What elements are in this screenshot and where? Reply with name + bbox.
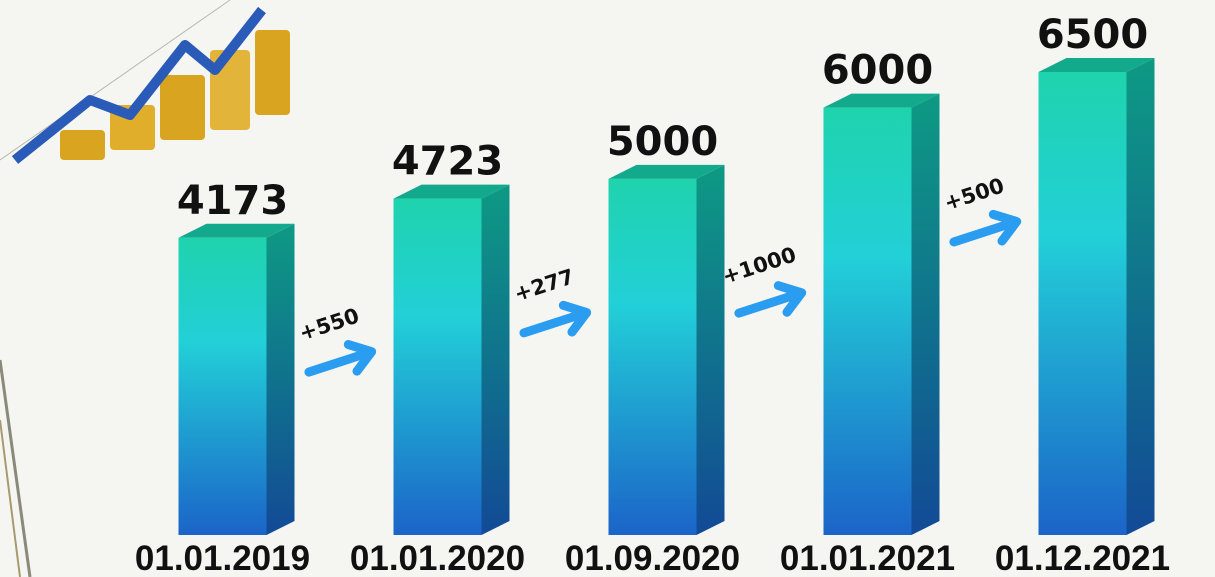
value-label: 6000 bbox=[822, 48, 933, 94]
growth-annotation: +550 bbox=[296, 304, 377, 377]
bar-side bbox=[481, 184, 510, 535]
annotation-label: +500 bbox=[941, 173, 1007, 215]
bar bbox=[178, 237, 267, 535]
x-tick-label: 01.12.2021 bbox=[995, 539, 1170, 577]
coins-illustration bbox=[11, 6, 290, 164]
bar-top bbox=[823, 93, 940, 108]
arrow-shaft bbox=[734, 290, 801, 318]
arrow-shaft bbox=[949, 218, 1016, 247]
bar-top bbox=[178, 223, 295, 238]
bar-top bbox=[1038, 58, 1155, 72]
bar-side bbox=[911, 93, 940, 535]
annotation-label: +277 bbox=[511, 264, 577, 306]
x-tick-label: 01.01.2019 bbox=[135, 539, 310, 577]
annotation-label: +550 bbox=[296, 304, 362, 346]
arrow-head bbox=[558, 300, 592, 337]
bar bbox=[608, 178, 697, 535]
arrow-shaft bbox=[519, 309, 586, 338]
x-tick-label: 01.01.2020 bbox=[350, 539, 525, 577]
arrow-head bbox=[343, 340, 377, 376]
growth-annotation: +1000 bbox=[719, 242, 807, 318]
left-decoration bbox=[0, 0, 231, 577]
annotation-label: +1000 bbox=[719, 242, 799, 288]
bar-top bbox=[393, 184, 510, 199]
bar-side bbox=[696, 164, 725, 535]
value-label: 4173 bbox=[177, 178, 288, 224]
x-tick-label: 01.01.2021 bbox=[780, 539, 955, 577]
arrow-shaft bbox=[304, 349, 371, 377]
bar bbox=[1038, 72, 1127, 535]
arrow-head bbox=[773, 281, 807, 317]
value-label: 4723 bbox=[392, 139, 503, 185]
arrow-head bbox=[988, 209, 1022, 246]
bar-side bbox=[266, 223, 295, 535]
bar-top bbox=[608, 164, 725, 179]
bar-side bbox=[1126, 58, 1155, 535]
bar bbox=[823, 107, 912, 535]
value-label: 6500 bbox=[1037, 12, 1148, 58]
growth-annotation: +277 bbox=[511, 264, 592, 338]
growth-annotation: +500 bbox=[941, 173, 1022, 247]
value-label: 5000 bbox=[607, 119, 718, 165]
x-tick-label: 01.09.2020 bbox=[565, 539, 740, 577]
bar bbox=[393, 198, 482, 535]
